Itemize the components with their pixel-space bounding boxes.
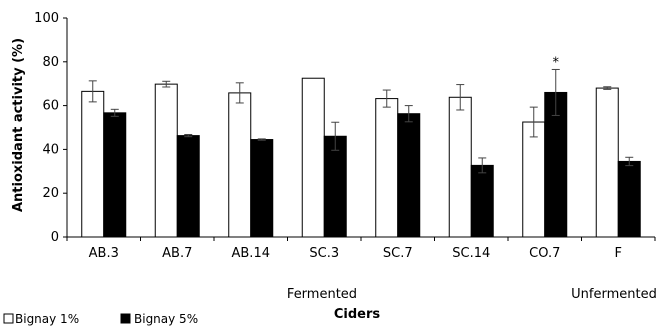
legend-label-bignay-1: Bignay 1%	[15, 312, 79, 326]
y-axis: 0 20 40 60 80 100	[34, 11, 68, 245]
x-tick-label: SC.3	[309, 246, 339, 261]
group-label-unfermented: Unfermented	[571, 287, 657, 302]
group-label-fermented: Fermented	[287, 287, 357, 302]
x-axis-title: Ciders	[334, 307, 381, 322]
legend-swatch-bignay-1	[3, 313, 14, 324]
y-tick-label: 80	[42, 55, 59, 70]
y-tick-label: 0	[51, 230, 59, 245]
plot-area: *	[81, 55, 641, 238]
x-tick-label: F	[615, 246, 622, 261]
x-tick-label: CO.7	[529, 246, 560, 261]
y-tick-label: 20	[42, 186, 59, 201]
bar-bignay-5	[103, 112, 127, 238]
bar-bignay-1	[375, 98, 399, 238]
bar-bignay-1	[228, 92, 252, 238]
bar-bignay-1	[154, 83, 178, 238]
legend: Bignay 1% Bignay 5%	[3, 312, 198, 326]
legend-label-bignay-5: Bignay 5%	[134, 312, 198, 326]
x-tick-label: AB.14	[232, 246, 271, 261]
y-tick-label: 100	[34, 11, 59, 26]
x-tick-label: SC.14	[452, 246, 490, 261]
bar-bignay-1	[301, 77, 325, 238]
x-tick-label: SC.7	[383, 246, 413, 261]
bar-bignay-5	[176, 135, 200, 238]
x-tick-label: AB.3	[89, 246, 119, 261]
x-tick-label: AB.7	[162, 246, 192, 261]
x-axis: AB.3 AB.7 AB.14 SC.3 SC.7 SC.14 CO.7 F	[66, 236, 656, 261]
bar-bignay-5	[617, 160, 641, 238]
bar-bignay-1	[595, 87, 619, 238]
legend-swatch-bignay-5	[120, 313, 131, 324]
bar-bignay-5	[470, 164, 494, 238]
bar-bignay-5	[250, 139, 274, 238]
y-axis-title: Antioxidant activity (%)	[11, 38, 26, 212]
bar-bignay-5	[323, 135, 347, 238]
y-tick-label: 60	[42, 99, 59, 114]
bar-bignay-1	[522, 121, 546, 238]
bar-bignay-5	[397, 113, 421, 238]
bar-bignay-1	[81, 90, 105, 238]
bar-bignay-1	[448, 96, 472, 238]
significance-marker: *	[553, 55, 560, 70]
y-tick-label: 40	[42, 142, 59, 157]
